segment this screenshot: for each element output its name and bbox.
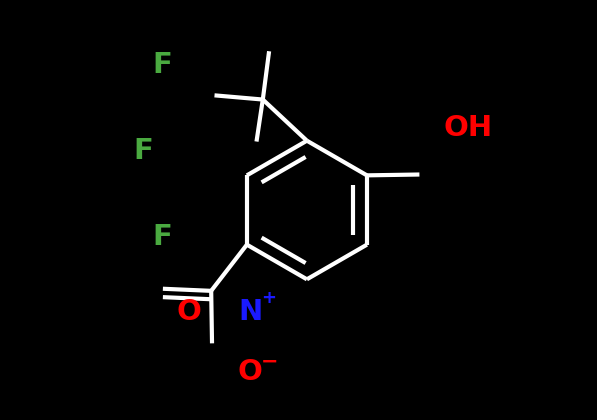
Text: +: + <box>261 289 276 307</box>
Text: −: − <box>261 351 279 371</box>
Text: F: F <box>152 51 172 79</box>
Text: F: F <box>133 137 153 165</box>
Text: O: O <box>238 358 263 386</box>
Text: F: F <box>152 223 172 251</box>
Text: N: N <box>238 298 262 326</box>
Text: O: O <box>177 298 202 326</box>
Text: OH: OH <box>444 114 493 142</box>
